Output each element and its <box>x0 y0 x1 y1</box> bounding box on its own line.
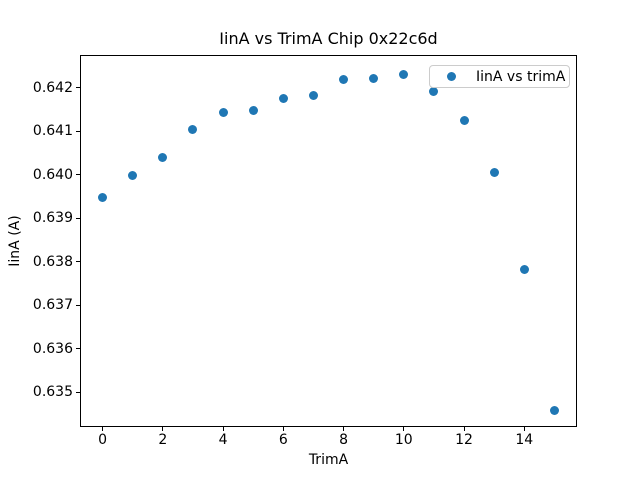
y-axis-tick-label: 0.638 <box>32 253 73 270</box>
y-axis-tick-label: 0.642 <box>32 79 73 96</box>
y-axis-tick-label: 0.637 <box>32 297 73 314</box>
x-axis-tick <box>102 427 104 431</box>
x-axis-tick <box>403 427 405 431</box>
y-axis-tick <box>76 304 80 306</box>
data-point <box>218 107 228 117</box>
x-axis-tick <box>463 427 465 431</box>
data-point <box>399 69 409 79</box>
x-axis-tick <box>523 427 525 431</box>
y-axis-tick <box>76 217 80 219</box>
x-axis-label: TrimA <box>308 452 349 468</box>
x-axis-tick-label: 14 <box>515 432 534 448</box>
data-point <box>489 167 499 177</box>
x-axis-tick-label: 0 <box>98 432 108 448</box>
legend-marker-circle-icon <box>447 72 456 81</box>
data-point <box>549 405 559 415</box>
x-axis-tick <box>343 427 345 431</box>
x-axis-tick <box>162 427 164 431</box>
y-axis-tick <box>76 261 80 263</box>
y-axis-tick <box>76 348 80 350</box>
data-point <box>519 265 529 275</box>
data-point <box>308 90 318 100</box>
x-axis-tick-label: 10 <box>394 432 413 448</box>
chart-title: IinA vs TrimA Chip 0x22c6d <box>219 29 438 48</box>
x-axis-tick-label: 4 <box>218 432 228 448</box>
data-point <box>339 75 349 85</box>
y-axis-tick-label: 0.636 <box>32 340 73 357</box>
data-point <box>98 193 108 203</box>
plot-area <box>80 55 577 427</box>
data-point <box>459 116 469 126</box>
legend: IinA vs trimA <box>429 65 570 88</box>
x-axis-tick-label: 6 <box>278 432 288 448</box>
legend-label: IinA vs trimA <box>476 68 566 85</box>
data-point <box>369 74 379 84</box>
x-axis-tick <box>222 427 224 431</box>
data-point <box>158 153 168 163</box>
y-axis-tick-label: 0.635 <box>32 384 73 401</box>
x-axis-tick-label: 8 <box>339 432 349 448</box>
y-axis-tick-label: 0.640 <box>32 166 73 183</box>
data-point <box>188 124 198 134</box>
y-axis-tick-label: 0.641 <box>32 123 73 140</box>
y-axis-tick <box>76 87 80 89</box>
x-axis-tick-label: 2 <box>158 432 168 448</box>
y-axis-tick <box>76 174 80 176</box>
data-point <box>429 86 439 96</box>
data-point <box>278 94 288 103</box>
x-axis-tick <box>282 427 284 431</box>
y-axis-label: IinA (A) <box>7 215 23 267</box>
y-axis-tick-label: 0.639 <box>32 210 73 227</box>
y-axis-tick <box>76 391 80 393</box>
x-axis-tick-label: 12 <box>455 432 473 448</box>
y-axis-tick <box>76 130 80 132</box>
data-point <box>128 171 138 181</box>
data-point <box>248 105 258 115</box>
